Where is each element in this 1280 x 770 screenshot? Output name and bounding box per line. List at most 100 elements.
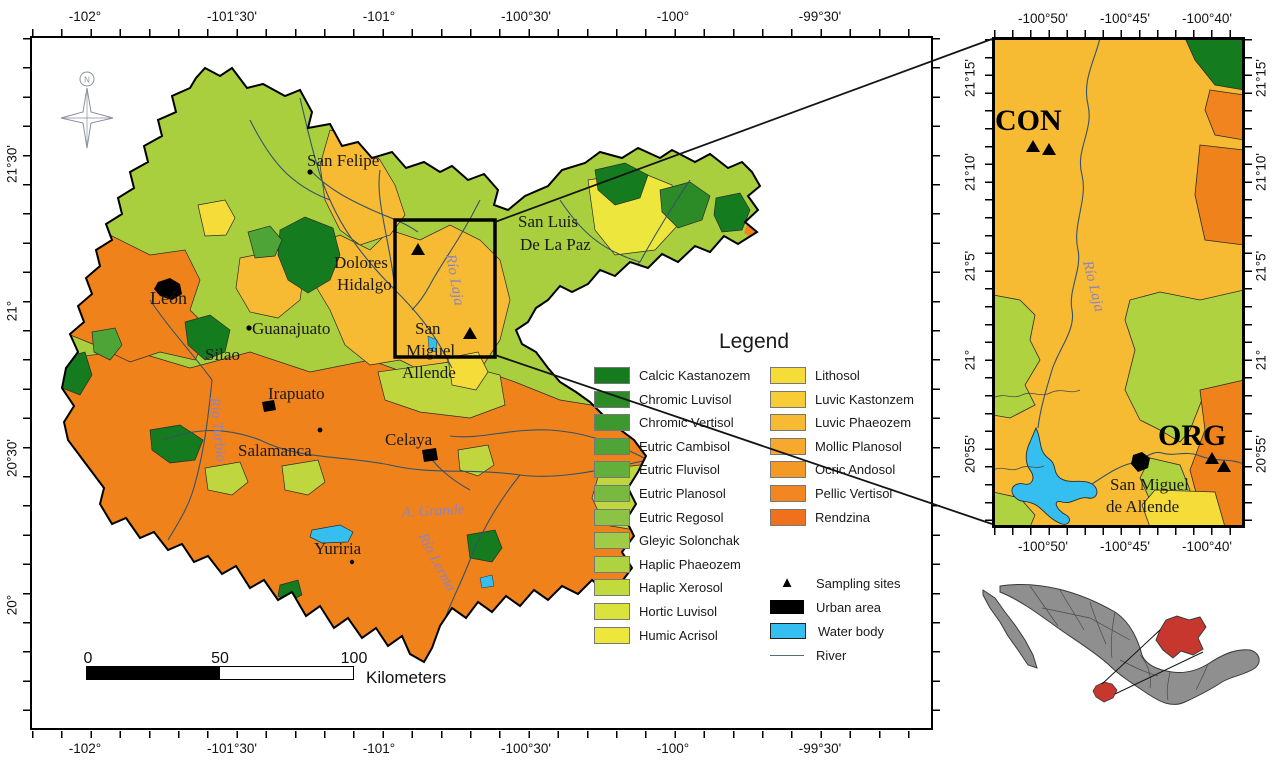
legend-item-label: Chromic Luvisol xyxy=(639,391,732,407)
legend-item: Eutric Planosol xyxy=(594,484,762,502)
color-swatch xyxy=(770,367,806,384)
scale-bar-graphic xyxy=(86,666,354,680)
x-axis-label: -100°30' xyxy=(500,9,552,24)
legend-item: Calcic Kastanozem xyxy=(594,367,762,384)
y-axis-label: 21° xyxy=(4,300,20,322)
color-swatch xyxy=(770,508,806,526)
color-swatch xyxy=(770,390,806,408)
legend-item-label: Eutric Cambisol xyxy=(639,438,731,454)
legend-item-label: Haplic Xerosol xyxy=(639,580,723,596)
scale-tick-label: 50 xyxy=(211,650,229,667)
legend-item-label: Chromic Vertisol xyxy=(639,415,734,431)
legend-item-label: Eutric Regosol xyxy=(639,509,724,525)
river-line-icon xyxy=(770,654,804,656)
water-swatch xyxy=(770,623,806,640)
legend-symbols: ▲ Sampling sites Urban area Water body Ri… xyxy=(770,575,938,663)
x-axis-label: -99°30' xyxy=(798,741,842,756)
inset-y-label: 21°15' xyxy=(962,58,978,98)
inset-y-label: 21°10' xyxy=(962,152,978,192)
inset-map-frame xyxy=(992,37,1245,528)
y-axis-label: 21°30' xyxy=(4,144,20,184)
legend-item: Chromic Luvisol xyxy=(594,390,762,408)
legend-item: Hortic Luvisol xyxy=(594,602,762,620)
color-swatch xyxy=(594,390,630,408)
legend-item: Gleyic Solonchak xyxy=(594,532,762,550)
inset-y-label: 21°5' xyxy=(962,250,978,282)
legend-item-label: Eutric Fluvisol xyxy=(639,462,720,478)
legend-item: Lithosol xyxy=(770,367,938,384)
inset-x-label: -100°50' xyxy=(1017,539,1069,554)
legend-item-label: Luvic Kastonzem xyxy=(815,391,914,407)
scale-tick-label: 0 xyxy=(83,650,93,667)
x-axis-label: -101° xyxy=(362,9,396,24)
inset-ticks-left xyxy=(985,39,992,526)
color-swatch xyxy=(770,414,806,432)
legend-item-label: Water body xyxy=(818,623,884,639)
legend-item-label: Sampling sites xyxy=(816,575,901,591)
inset-y-label: 21° xyxy=(1253,349,1269,371)
legend-item: Eutric Cambisol xyxy=(594,437,762,455)
main-map-ticks-top xyxy=(32,29,931,36)
legend-item-label: Calcic Kastanozem xyxy=(639,368,751,383)
x-axis-label: -101°30' xyxy=(206,9,258,24)
inset-y-label: 20°55' xyxy=(962,434,978,474)
urban-swatch xyxy=(770,600,804,615)
main-map-ticks-left xyxy=(23,38,30,728)
x-axis-label: -101°30' xyxy=(206,741,258,756)
legend-item: Eutric Regosol xyxy=(594,508,762,526)
legend: Legend Calcic Kastanozem Chromic Luvisol… xyxy=(594,330,939,663)
color-swatch xyxy=(770,437,806,455)
color-swatch xyxy=(594,508,630,526)
x-axis-label: -100° xyxy=(656,9,690,24)
legend-item: Haplic Phaeozem xyxy=(594,555,762,573)
inset-ticks-bottom xyxy=(994,528,1243,535)
y-axis-label: 20° xyxy=(4,594,20,616)
legend-item-river: River xyxy=(770,647,938,663)
legend-item-label: River xyxy=(816,647,847,663)
legend-item-label: Rendzina xyxy=(815,509,870,525)
inset-y-label: 21° xyxy=(962,349,978,371)
inset-x-label: -100°40' xyxy=(1181,11,1233,26)
triangle-icon: ▲ xyxy=(779,574,795,592)
x-axis-label: -100°30' xyxy=(500,741,552,756)
main-map-ticks-bottom xyxy=(32,731,931,738)
legend-item-label: Eutric Planosol xyxy=(639,485,726,501)
legend-item: Pellic Vertisol xyxy=(770,484,938,502)
x-axis-label: -99°30' xyxy=(798,9,842,24)
legend-item: Ocric Andosol xyxy=(770,461,938,479)
legend-item: Haplic Xerosol xyxy=(594,579,762,597)
legend-item-label: Ocric Andosol xyxy=(815,462,896,478)
scale-bar: 0 50 100 Kilometers xyxy=(83,650,486,687)
legend-item: Luvic Kastonzem xyxy=(770,390,938,408)
legend-item-label: Urban area xyxy=(816,599,882,615)
x-axis-label: -101° xyxy=(362,741,396,756)
legend-item-label: Lithosol xyxy=(815,368,860,383)
inset-x-label: -100°45' xyxy=(1099,11,1151,26)
x-axis-label: -100° xyxy=(656,741,690,756)
color-swatch xyxy=(594,414,630,432)
inset-y-label: 21°10' xyxy=(1253,152,1269,192)
inset-x-label: -100°40' xyxy=(1181,539,1233,554)
legend-item: Chromic Vertisol xyxy=(594,414,762,432)
inset-y-label: 20°55' xyxy=(1253,434,1269,474)
legend-title: Legend xyxy=(718,330,790,353)
color-swatch xyxy=(594,555,630,573)
color-swatch xyxy=(770,461,806,479)
legend-item: Luvic Phaeozem xyxy=(770,414,938,432)
color-swatch xyxy=(594,579,630,597)
legend-item-label: Pellic Vertisol xyxy=(815,485,893,501)
color-swatch xyxy=(594,626,630,644)
color-swatch xyxy=(594,367,630,384)
color-swatch xyxy=(594,484,630,502)
color-swatch xyxy=(594,532,630,550)
legend-item: Eutric Fluvisol xyxy=(594,461,762,479)
inset-ticks-top xyxy=(994,30,1243,37)
inset-ticks-right xyxy=(1245,39,1252,526)
legend-item-label: Haplic Phaeozem xyxy=(639,556,741,572)
color-swatch xyxy=(594,461,630,479)
locator-guanajuato-small xyxy=(1092,681,1118,703)
color-swatch xyxy=(770,484,806,502)
legend-item-water-body: Water body xyxy=(770,623,938,640)
legend-item: Humic Acrisol xyxy=(594,626,762,644)
